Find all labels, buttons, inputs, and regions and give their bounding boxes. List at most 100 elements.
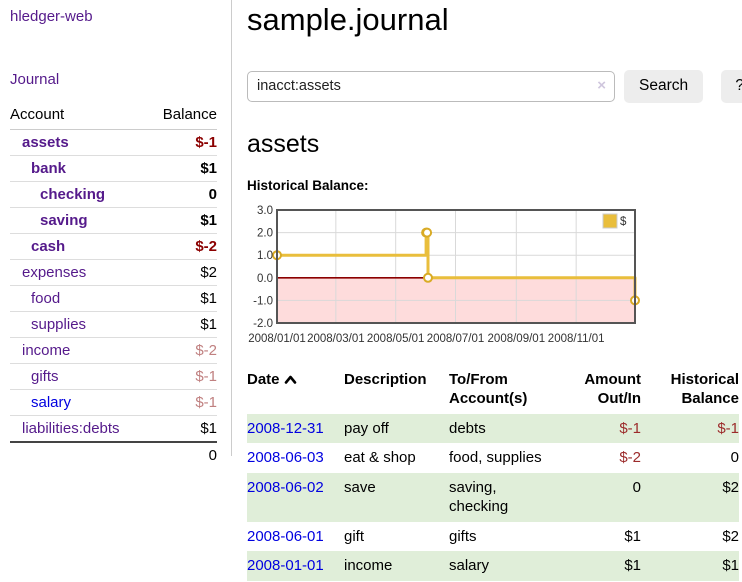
account-link[interactable]: expenses — [22, 264, 87, 281]
account-row: cash $-2 — [10, 233, 217, 260]
account-link[interactable]: assets — [22, 134, 69, 151]
svg-text:1.0: 1.0 — [257, 251, 273, 263]
register-body: 2008-12-31 pay off debts $-1 $-1 2008-06-03 ea… — [247, 413, 739, 581]
svg-text:2008/07/01: 2008/07/01 — [427, 333, 485, 345]
sidebar-item-journal[interactable]: Journal — [10, 71, 60, 88]
account-balance: $1 — [148, 207, 217, 234]
clear-search-icon[interactable]: × — [597, 76, 606, 94]
main-content: sample.journal × Search ? assets Histori… — [232, 0, 742, 581]
account-link[interactable]: supplies — [31, 316, 87, 333]
account-link[interactable]: bank — [31, 160, 67, 177]
historical-balance-chart: $ 3.0 2.0 1.0 0.0 -1.0 -2.0 2008/01/01 2008/03… — [247, 205, 742, 355]
column-header-accounts: To/From Account(s) — [449, 371, 528, 408]
register-header-row: Date Description To/From Account(s) Amou… — [247, 369, 739, 414]
help-button[interactable]: ? — [721, 69, 742, 103]
account-row: income $-2 — [10, 337, 217, 364]
account-row: saving $1 — [10, 207, 217, 234]
transaction-row: 2008-06-02 save saving, checking 0 $2 — [247, 472, 739, 522]
svg-text:2008/05/01: 2008/05/01 — [367, 333, 425, 345]
account-row: expenses $2 — [10, 259, 217, 286]
svg-text:0.0: 0.0 — [257, 273, 273, 285]
transaction-row: 2008-06-01 gift gifts $1 $2 — [247, 522, 739, 552]
transaction-amount: $1 — [624, 527, 641, 545]
accounts-header-account: Account — [10, 103, 149, 130]
account-row: liabilities:debts $1 — [10, 415, 217, 443]
account-row: bank $1 — [10, 155, 217, 182]
sidebar: hledger-web Journal Account Balance asse… — [0, 0, 232, 468]
balance-chart-svg: $ 3.0 2.0 1.0 0.0 -1.0 -2.0 2008/01/01 2008/03… — [248, 205, 640, 345]
transaction-description: gift — [344, 527, 365, 545]
accounts-table: Account Balance assets $-1 bank $1 checking 0… — [10, 103, 217, 468]
transaction-description: pay off — [344, 419, 389, 437]
transaction-date-link[interactable]: 2008-06-03 — [247, 449, 324, 467]
transaction-amount: $1 — [624, 557, 641, 575]
account-balance: $2 — [148, 259, 217, 286]
transaction-amount: $-1 — [619, 419, 641, 437]
transaction-balance: $2 — [722, 478, 739, 496]
register-table: Date Description To/From Account(s) Amou… — [247, 369, 739, 581]
account-balance: $-1 — [148, 389, 217, 416]
account-row: assets $-1 — [10, 129, 217, 156]
legend-swatch — [602, 213, 618, 229]
page-title: sample.journal — [247, 2, 449, 37]
account-link[interactable]: liabilities:debts — [22, 420, 120, 437]
svg-text:-1.0: -1.0 — [253, 296, 273, 308]
accounts-total-row: 0 — [10, 441, 217, 468]
account-link[interactable]: salary — [31, 394, 72, 411]
transaction-accounts: salary — [449, 557, 490, 575]
svg-text:2008/09/01: 2008/09/01 — [488, 333, 546, 345]
svg-text:3.0: 3.0 — [257, 205, 273, 217]
accounts-body: assets $-1 bank $1 checking 0 saving $1 cash $-2 e… — [10, 129, 217, 443]
account-row: gifts $-1 — [10, 363, 217, 390]
svg-text:2008/11/01: 2008/11/01 — [548, 333, 605, 345]
transaction-amount: 0 — [632, 478, 641, 496]
account-link[interactable]: gifts — [31, 368, 59, 385]
account-row: food $1 — [10, 285, 217, 312]
transaction-description: save — [344, 478, 376, 496]
account-heading: assets — [247, 129, 320, 158]
account-balance: $1 — [148, 155, 217, 182]
account-link[interactable]: food — [31, 290, 61, 307]
chart-x-labels: 2008/01/01 2008/03/01 2008/05/01 2008/07/01… — [248, 333, 604, 345]
column-header-date[interactable]: Date — [247, 369, 344, 414]
transaction-row: 2008-06-03 eat & shop food, supplies $-2 0 — [247, 443, 739, 473]
account-row: supplies $1 — [10, 311, 217, 338]
brand-link[interactable]: hledger-web — [10, 8, 93, 25]
chart-plot-border — [276, 209, 636, 325]
account-balance: 0 — [148, 181, 217, 208]
accounts-header-balance: Balance — [148, 103, 217, 130]
transaction-description: income — [344, 557, 393, 575]
transaction-date-link[interactable]: 2008-06-02 — [247, 478, 324, 496]
legend-label: $ — [620, 216, 627, 228]
accounts-total-value: 0 — [10, 441, 217, 468]
account-balance: $1 — [148, 285, 217, 312]
chart-legend: $ — [602, 213, 627, 229]
svg-text:2008/03/01: 2008/03/01 — [307, 333, 365, 345]
search-button[interactable]: Search — [624, 69, 704, 103]
transaction-balance: $1 — [722, 557, 739, 575]
chart-heading: Historical Balance: — [247, 178, 369, 194]
transaction-date-link[interactable]: 2008-01-01 — [247, 557, 324, 575]
account-balance: $1 — [148, 415, 217, 443]
transaction-date-link[interactable]: 2008-06-01 — [247, 527, 324, 545]
column-header-description: Description — [344, 371, 427, 389]
account-link[interactable]: checking — [40, 186, 106, 203]
column-header-amount: Amount Out/In — [584, 371, 641, 408]
transaction-date-link[interactable]: 2008-12-31 — [247, 419, 324, 437]
transaction-row: 2008-01-01 income salary $1 $1 — [247, 551, 739, 581]
account-link[interactable]: saving — [40, 212, 88, 229]
account-link[interactable]: cash — [31, 238, 66, 255]
svg-text:2.0: 2.0 — [257, 228, 273, 240]
transaction-row: 2008-12-31 pay off debts $-1 $-1 — [247, 413, 739, 444]
transaction-balance: 0 — [730, 449, 739, 467]
search-form: × Search ? — [247, 69, 742, 103]
search-input[interactable] — [247, 70, 615, 102]
transaction-balance: $2 — [722, 527, 739, 545]
transaction-balance: $-1 — [717, 419, 739, 437]
transaction-accounts: saving, checking — [449, 478, 509, 516]
account-link[interactable]: income — [22, 342, 71, 359]
account-balance: $-2 — [148, 233, 217, 260]
account-balance: $-1 — [148, 129, 217, 156]
account-balance: $1 — [148, 311, 217, 338]
